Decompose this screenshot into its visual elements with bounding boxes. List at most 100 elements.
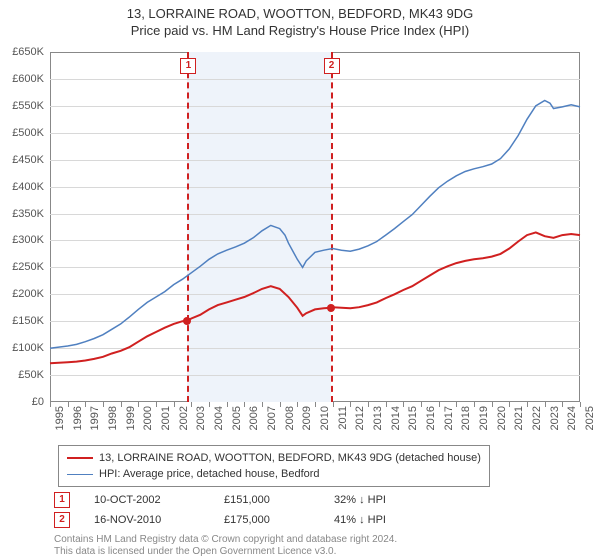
x-tick-label: 2001 xyxy=(160,406,172,430)
x-tick xyxy=(386,402,387,407)
y-tick-label: £300K xyxy=(0,234,44,246)
y-tick-label: £200K xyxy=(0,288,44,300)
x-tick-label: 1997 xyxy=(89,406,101,430)
x-tick xyxy=(50,402,51,407)
x-tick xyxy=(439,402,440,407)
x-tick-label: 2013 xyxy=(372,406,384,430)
x-tick xyxy=(315,402,316,407)
x-tick xyxy=(527,402,528,407)
x-tick-label: 2018 xyxy=(460,406,472,430)
x-tick xyxy=(103,402,104,407)
x-tick-label: 2022 xyxy=(531,406,543,430)
y-tick-label: £250K xyxy=(0,261,44,273)
chart-area: 12 £0£50K£100K£150K£200K£250K£300K£350K£… xyxy=(50,52,580,402)
x-tick-label: 2009 xyxy=(301,406,313,430)
x-tick xyxy=(333,402,334,407)
y-tick-label: £400K xyxy=(0,181,44,193)
legend-item-hpi: HPI: Average price, detached house, Bedf… xyxy=(67,466,481,482)
sale-row-1: 1 10-OCT-2002 £151,000 32% ↓ HPI xyxy=(54,490,454,510)
x-tick-label: 2024 xyxy=(566,406,578,430)
x-tick xyxy=(456,402,457,407)
y-tick-label: £450K xyxy=(0,154,44,166)
x-tick-label: 2015 xyxy=(407,406,419,430)
x-tick-label: 2025 xyxy=(584,406,596,430)
x-tick-label: 2012 xyxy=(354,406,366,430)
x-tick-label: 2016 xyxy=(425,406,437,430)
footer: Contains HM Land Registry data © Crown c… xyxy=(54,534,397,558)
x-tick xyxy=(209,402,210,407)
x-tick xyxy=(280,402,281,407)
sale-marker-2: 2 xyxy=(54,512,70,528)
x-tick xyxy=(350,402,351,407)
sale-diff-1: 32% ↓ HPI xyxy=(334,494,454,506)
title-line-2: Price paid vs. HM Land Registry's House … xyxy=(0,23,600,40)
x-tick xyxy=(297,402,298,407)
x-tick xyxy=(368,402,369,407)
sale-rows: 1 10-OCT-2002 £151,000 32% ↓ HPI 2 16-NO… xyxy=(54,490,454,530)
legend-label-property: 13, LORRAINE ROAD, WOOTTON, BEDFORD, MK4… xyxy=(99,452,481,464)
x-tick-label: 2007 xyxy=(266,406,278,430)
y-tick-label: £550K xyxy=(0,100,44,112)
y-tick-label: £0 xyxy=(0,396,44,408)
x-tick xyxy=(580,402,581,407)
sale-price-1: £151,000 xyxy=(224,494,334,506)
x-tick-label: 2020 xyxy=(496,406,508,430)
sale-marker-dot xyxy=(327,304,335,312)
x-tick-label: 1998 xyxy=(107,406,119,430)
x-tick-label: 2023 xyxy=(549,406,561,430)
x-tick xyxy=(156,402,157,407)
x-tick xyxy=(562,402,563,407)
sale-date-1: 10-OCT-2002 xyxy=(94,494,224,506)
x-tick-label: 2002 xyxy=(178,406,190,430)
y-tick-label: £350K xyxy=(0,208,44,220)
x-tick xyxy=(68,402,69,407)
sale-marker-box: 2 xyxy=(324,58,340,74)
y-tick-label: £600K xyxy=(0,73,44,85)
sale-marker-box: 1 xyxy=(180,58,196,74)
x-tick-label: 2004 xyxy=(213,406,225,430)
x-tick-label: 1999 xyxy=(125,406,137,430)
y-tick-label: £100K xyxy=(0,342,44,354)
x-tick xyxy=(138,402,139,407)
x-tick-label: 2003 xyxy=(195,406,207,430)
sale-price-2: £175,000 xyxy=(224,514,334,526)
x-tick xyxy=(191,402,192,407)
x-tick xyxy=(85,402,86,407)
x-tick-label: 2000 xyxy=(142,406,154,430)
x-tick xyxy=(121,402,122,407)
x-tick-label: 2017 xyxy=(443,406,455,430)
x-tick xyxy=(174,402,175,407)
series-lines xyxy=(50,52,580,402)
x-tick-label: 2010 xyxy=(319,406,331,430)
series-hpi xyxy=(50,101,580,349)
x-tick-label: 1995 xyxy=(54,406,66,430)
sale-diff-2: 41% ↓ HPI xyxy=(334,514,454,526)
sale-marker-1: 1 xyxy=(54,492,70,508)
footer-line-1: Contains HM Land Registry data © Crown c… xyxy=(54,534,397,546)
title-block: 13, LORRAINE ROAD, WOOTTON, BEDFORD, MK4… xyxy=(0,0,600,40)
x-tick-label: 2006 xyxy=(248,406,260,430)
legend: 13, LORRAINE ROAD, WOOTTON, BEDFORD, MK4… xyxy=(58,445,490,487)
legend-item-property: 13, LORRAINE ROAD, WOOTTON, BEDFORD, MK4… xyxy=(67,450,481,466)
chart-container: 13, LORRAINE ROAD, WOOTTON, BEDFORD, MK4… xyxy=(0,0,600,560)
sale-row-2: 2 16-NOV-2010 £175,000 41% ↓ HPI xyxy=(54,510,454,530)
x-tick-label: 2021 xyxy=(513,406,525,430)
legend-swatch-hpi xyxy=(67,474,93,475)
x-tick xyxy=(545,402,546,407)
title-line-1: 13, LORRAINE ROAD, WOOTTON, BEDFORD, MK4… xyxy=(0,6,600,23)
x-tick xyxy=(227,402,228,407)
legend-swatch-property xyxy=(67,457,93,459)
x-tick-label: 2005 xyxy=(231,406,243,430)
x-tick xyxy=(474,402,475,407)
x-tick xyxy=(403,402,404,407)
x-tick xyxy=(509,402,510,407)
y-tick-label: £50K xyxy=(0,369,44,381)
sale-date-2: 16-NOV-2010 xyxy=(94,514,224,526)
y-tick-label: £650K xyxy=(0,46,44,58)
y-tick-label: £500K xyxy=(0,127,44,139)
footer-line-2: This data is licensed under the Open Gov… xyxy=(54,546,397,558)
sale-marker-dot xyxy=(183,317,191,325)
x-tick xyxy=(492,402,493,407)
x-tick xyxy=(421,402,422,407)
x-tick-label: 2019 xyxy=(478,406,490,430)
